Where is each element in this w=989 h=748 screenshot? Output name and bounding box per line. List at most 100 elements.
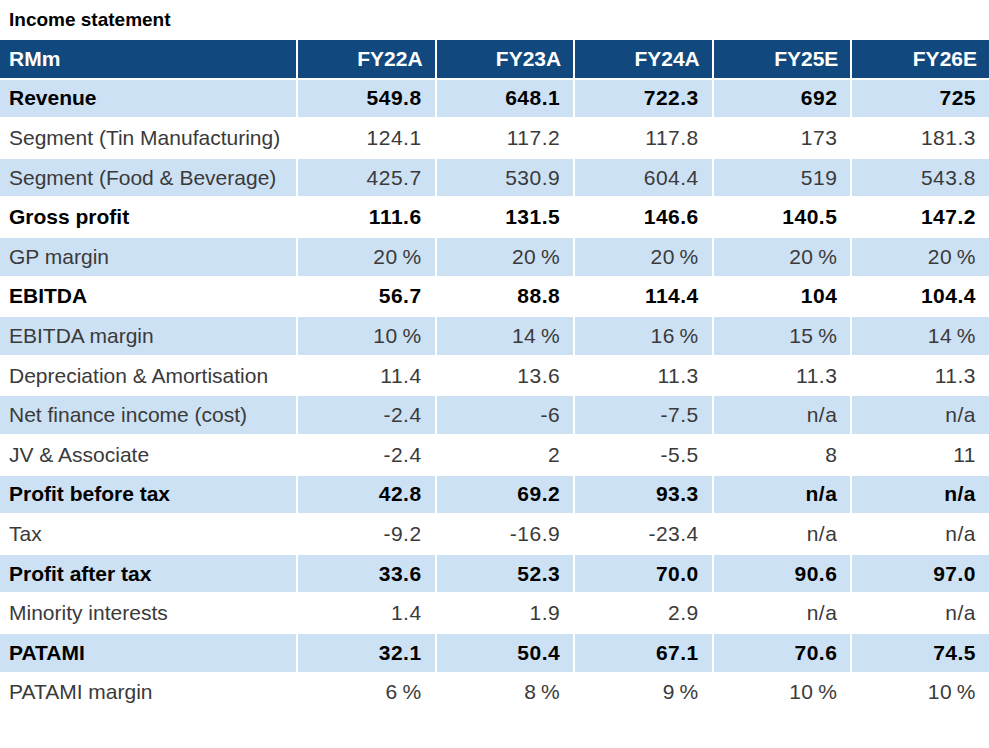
cell-value: -7.5	[573, 396, 712, 436]
cell-value: n/a	[850, 515, 989, 555]
table-row: EBITDA margin10 %14 %16 %15 %14 %	[0, 317, 989, 357]
year-header-cell: FY23A	[435, 40, 574, 80]
cell-value: 104	[712, 278, 851, 318]
cell-value: 1.9	[435, 594, 574, 634]
cell-value: 131.5	[435, 198, 574, 238]
cell-value: 20 %	[296, 238, 435, 278]
cell-value: 93.3	[573, 476, 712, 516]
cell-value: 11	[850, 436, 989, 476]
cell-value: 11.3	[712, 357, 851, 397]
cell-value: 20 %	[850, 238, 989, 278]
row-label: Profit before tax	[0, 476, 296, 516]
cell-value: 11.4	[296, 357, 435, 397]
cell-value: n/a	[850, 476, 989, 516]
table-row: Revenue549.8648.1722.3692725	[0, 80, 989, 120]
cell-value: 10 %	[712, 674, 851, 714]
row-label: EBITDA margin	[0, 317, 296, 357]
cell-value: 33.6	[296, 555, 435, 595]
cell-value: 56.7	[296, 278, 435, 318]
cell-value: 20 %	[712, 238, 851, 278]
table-row: PATAMI32.150.467.170.674.5	[0, 634, 989, 674]
cell-value: 181.3	[850, 119, 989, 159]
table-row: GP margin20 %20 %20 %20 %20 %	[0, 238, 989, 278]
page: Income statement RMmFY22AFY23AFY24AFY25E…	[0, 0, 989, 713]
cell-value: 8	[712, 436, 851, 476]
year-header-cell: FY22A	[296, 40, 435, 80]
cell-value: 14 %	[435, 317, 574, 357]
table-row: PATAMI margin6 %8 %9 %10 %10 %	[0, 674, 989, 714]
cell-value: 20 %	[435, 238, 574, 278]
row-label: PATAMI	[0, 634, 296, 674]
cell-value: 97.0	[850, 555, 989, 595]
cell-value: n/a	[850, 396, 989, 436]
cell-value: 147.2	[850, 198, 989, 238]
cell-value: 722.3	[573, 80, 712, 120]
cell-value: 88.8	[435, 278, 574, 318]
unit-header-cell: RMm	[0, 40, 296, 80]
cell-value: 14 %	[850, 317, 989, 357]
row-label: Depreciation & Amortisation	[0, 357, 296, 397]
row-label: Segment (Food & Beverage)	[0, 159, 296, 199]
cell-value: -2.4	[296, 436, 435, 476]
cell-value: -9.2	[296, 515, 435, 555]
table-row: Gross profit111.6131.5146.6140.5147.2	[0, 198, 989, 238]
cell-value: 9 %	[573, 674, 712, 714]
cell-value: 2.9	[573, 594, 712, 634]
table-row: Segment (Tin Manufacturing)124.1117.2117…	[0, 119, 989, 159]
cell-value: 70.0	[573, 555, 712, 595]
cell-value: -5.5	[573, 436, 712, 476]
row-label: JV & Associate	[0, 436, 296, 476]
cell-value: -6	[435, 396, 574, 436]
row-label: Tax	[0, 515, 296, 555]
cell-value: 173	[712, 119, 851, 159]
cell-value: 140.5	[712, 198, 851, 238]
cell-value: 52.3	[435, 555, 574, 595]
year-header-cell: FY26E	[850, 40, 989, 80]
cell-value: 8 %	[435, 674, 574, 714]
cell-value: n/a	[712, 515, 851, 555]
table-header-row: RMmFY22AFY23AFY24AFY25EFY26E	[0, 40, 989, 80]
table-row: EBITDA56.788.8114.4104104.4	[0, 278, 989, 318]
row-label: PATAMI margin	[0, 674, 296, 714]
cell-value: 692	[712, 80, 851, 120]
cell-value: 10 %	[296, 317, 435, 357]
cell-value: 74.5	[850, 634, 989, 674]
row-label: Minority interests	[0, 594, 296, 634]
row-label: Net finance income (cost)	[0, 396, 296, 436]
table-row: JV & Associate-2.42-5.5811	[0, 436, 989, 476]
cell-value: 69.2	[435, 476, 574, 516]
cell-value: 549.8	[296, 80, 435, 120]
table-row: Net finance income (cost)-2.4-6-7.5n/an/…	[0, 396, 989, 436]
year-header-cell: FY25E	[712, 40, 851, 80]
cell-value: 13.6	[435, 357, 574, 397]
table-row: Depreciation & Amortisation11.413.611.31…	[0, 357, 989, 397]
cell-value: n/a	[712, 396, 851, 436]
cell-value: 20 %	[573, 238, 712, 278]
cell-value: 16 %	[573, 317, 712, 357]
cell-value: 11.3	[850, 357, 989, 397]
cell-value: n/a	[712, 594, 851, 634]
cell-value: 32.1	[296, 634, 435, 674]
row-label: Revenue	[0, 80, 296, 120]
cell-value: -16.9	[435, 515, 574, 555]
year-header-cell: FY24A	[573, 40, 712, 80]
cell-value: n/a	[712, 476, 851, 516]
cell-value: 90.6	[712, 555, 851, 595]
table-row: Minority interests1.41.92.9n/an/a	[0, 594, 989, 634]
cell-value: 104.4	[850, 278, 989, 318]
cell-value: 117.2	[435, 119, 574, 159]
row-label: GP margin	[0, 238, 296, 278]
cell-value: 725	[850, 80, 989, 120]
cell-value: 42.8	[296, 476, 435, 516]
cell-value: -2.4	[296, 396, 435, 436]
cell-value: 117.8	[573, 119, 712, 159]
row-label: Gross profit	[0, 198, 296, 238]
cell-value: 11.3	[573, 357, 712, 397]
row-label: EBITDA	[0, 278, 296, 318]
cell-value: 15 %	[712, 317, 851, 357]
cell-value: 6 %	[296, 674, 435, 714]
cell-value: 543.8	[850, 159, 989, 199]
cell-value: 114.4	[573, 278, 712, 318]
table-body: Revenue549.8648.1722.3692725Segment (Tin…	[0, 80, 989, 714]
table-row: Segment (Food & Beverage)425.7530.9604.4…	[0, 159, 989, 199]
